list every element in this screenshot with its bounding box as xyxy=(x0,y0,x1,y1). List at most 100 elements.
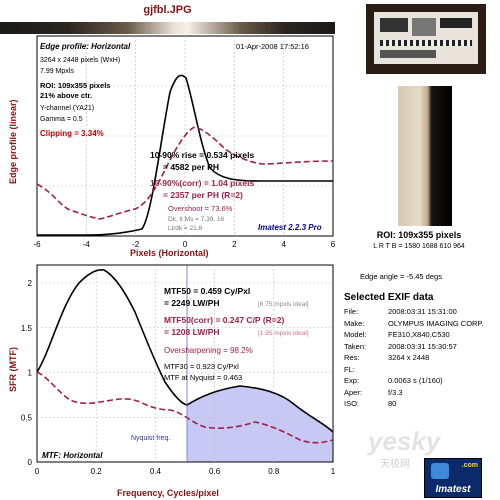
edge-profile-xticks: -6 -4 -2 0 2 4 6 xyxy=(33,240,335,249)
mtf50-corr-lwph-text: = 1208 LW/PH xyxy=(164,327,220,337)
exif-row: File: 2008:03:31 15:31:00 xyxy=(344,306,494,318)
exif-value: f/3.3 xyxy=(388,387,403,397)
edge-angle-label: Edge angle = -5.45 degs xyxy=(360,272,442,281)
exif-key: ISO: xyxy=(344,399,360,408)
exif-key: File: xyxy=(344,307,359,316)
yesky-watermark: yesky xyxy=(368,426,441,456)
edge-profile-curve xyxy=(37,74,333,236)
mtf50-ideal-text: [6.75 mpxls ideal] xyxy=(258,301,309,308)
logo-domain: .com xyxy=(461,462,478,469)
ytick-label: 1 xyxy=(28,369,33,378)
exif-key: FL: xyxy=(344,364,355,374)
mtf-heading: MTF: Horizontal xyxy=(42,451,103,460)
overshoot-text: Overshoot = 73.6% xyxy=(168,204,233,213)
mtf-plot: MTF50 = 0.459 Cy/Pxl = 2249 LW/PH [6.75 … xyxy=(8,264,336,498)
exif-key: Make: xyxy=(344,318,365,328)
nyquist-region-fill xyxy=(187,386,333,462)
mtf-xlabel: Frequency, Cycles/pixel xyxy=(117,488,219,498)
mtf-nyquist-text: MTF at Nyquist = 0.463 xyxy=(164,373,242,382)
exif-row: Res: 3264 x 2448 xyxy=(344,352,494,364)
edge-profile-heading: Edge profile: Horizontal xyxy=(40,42,131,51)
xtick-label: 0.6 xyxy=(209,467,221,476)
exif-key: Res: xyxy=(344,353,360,362)
exif-row: Make: OLYMPUS IMAGING CORP. xyxy=(344,318,494,330)
exif-value: 0.0063 s (1/160) xyxy=(388,376,443,385)
xtick-label: 0 xyxy=(35,467,40,476)
imatest-logo: .com Imatest xyxy=(424,458,482,498)
yesky-watermark-cn: 天极网 xyxy=(380,459,410,470)
exif-key: Exp: xyxy=(344,376,360,385)
mpxls-text: 7.99 Mpxls xyxy=(40,68,74,75)
exif-row: FL: xyxy=(344,364,494,376)
nyquist-label: Nyquist freq. xyxy=(131,435,170,442)
window-title: gjfbl.JPG xyxy=(143,4,192,16)
mtf50-corr-text: MTF50(corr) = 0.247 C/P (R=2) xyxy=(164,315,284,325)
imatest-version-text: Imatest 2.2.3 Pro xyxy=(258,223,322,232)
mtf-ylabel: SFR (MTF) xyxy=(8,347,18,392)
xtick-label: -4 xyxy=(83,240,91,249)
roi-position-text: 21% above ctr. xyxy=(40,91,92,100)
oversharpening-text: Oversharpening = 98.2% xyxy=(164,346,253,355)
exif-value: 2008:03:31 15:30:57 xyxy=(388,341,457,351)
xtick-label: 6 xyxy=(331,240,336,249)
logo-flag-icon xyxy=(431,463,449,479)
xtick-label: 0.8 xyxy=(268,467,280,476)
mtf-curve xyxy=(36,269,334,433)
exif-value: OLYMPUS IMAGING CORP. xyxy=(388,318,484,328)
chart-thumbnail xyxy=(366,4,486,74)
exif-row: Model: FE310,X840,C530 xyxy=(344,329,494,341)
rise-text: 10-90% rise = 0.534 pixels xyxy=(150,150,254,160)
exif-value: 80 xyxy=(388,399,397,408)
exif-value: 3264 x 2448 xyxy=(388,353,430,362)
mtf50-lwph-text: = 2249 LW/PH xyxy=(164,298,220,308)
mtf50-corr-ideal-text: [1.95 mpxls ideal] xyxy=(258,330,309,337)
exif-row: Taken: 2008:03:31 15:30:57 xyxy=(344,341,494,353)
exif-title: Selected EXIF data xyxy=(344,292,434,303)
exif-row: ISO: 80 xyxy=(344,398,494,410)
channel-text: Y-channel (YA21) xyxy=(40,105,94,112)
dk-text: Dk, lt Ms = 7.39, 16 xyxy=(168,216,225,223)
mtf-corrected-curve xyxy=(36,371,334,444)
roi-thumbnail xyxy=(398,86,452,226)
edge-profile-plot: Edge profile: Horizontal 01-Apr-2008 17:… xyxy=(8,35,336,258)
xtick-label: -6 xyxy=(33,240,41,249)
logo-text: Imatest xyxy=(435,484,471,495)
exif-value: 2008:03:31 15:31:00 xyxy=(388,307,457,316)
ytick-label: 0.5 xyxy=(21,413,33,422)
xtick-label: 2 xyxy=(232,240,237,249)
roi-side-label: ROI: 109x355 pixels xyxy=(376,230,462,240)
exif-key: Model: xyxy=(344,330,367,339)
exif-row: Aper: f/3.3 xyxy=(344,387,494,399)
edge-profile-xlabel: Pixels (Horizontal) xyxy=(130,248,209,258)
clipping-text: Clipping = 3.34% xyxy=(40,129,104,138)
exif-value: FE310,X840,C530 xyxy=(388,330,450,339)
corr-rise-text: 10-90%(corr) = 1.04 pixels xyxy=(150,178,254,188)
mtf-frame xyxy=(36,264,334,463)
xtick-label: -2 xyxy=(132,240,140,249)
exif-key: Aper: xyxy=(344,387,362,397)
corr-per-ph-text: = 2357 per PH (R=2) xyxy=(163,190,243,200)
roi-text: ROI: 109x355 pixels xyxy=(40,81,110,90)
edge-profile-ylabel: Edge profile (linear) xyxy=(8,99,18,184)
roi-lrtb-label: L R T B = 1580 1688 610 964 xyxy=(373,243,465,250)
image-size-text: 3264 x 2448 pixels (WxH) xyxy=(40,57,120,64)
edge-profile-date: 01-Apr-2008 17:52:16 xyxy=(236,42,309,51)
edge-profile-corrected-curve xyxy=(36,126,334,220)
ytick-label: 0 xyxy=(28,458,33,467)
rise-per-ph-text: = 4582 per PH xyxy=(163,162,219,172)
xtick-label: 0.2 xyxy=(91,467,103,476)
ytick-label: 1.5 xyxy=(21,324,33,333)
ltdk-text: Lt/dk = 21.8 xyxy=(168,225,203,232)
gamma-text: Gamma = 0.5 xyxy=(40,116,83,123)
mtf-grid xyxy=(37,265,333,462)
mtf50-text: MTF50 = 0.459 Cy/Pxl xyxy=(164,286,250,296)
exif-key: Taken: xyxy=(344,341,367,351)
mtf-yticks: 0 0.5 1 1.5 2 xyxy=(21,279,33,467)
xtick-label: 0.4 xyxy=(150,467,162,476)
xtick-label: 1 xyxy=(331,467,336,476)
edge-gradient-strip xyxy=(0,22,335,34)
mtf30-text: MTF30 = 0.923 Cy/Pxl xyxy=(164,362,239,371)
exif-list: File: 2008:03:31 15:31:00 Make: OLYMPUS IMA… xyxy=(344,306,494,410)
xtick-label: 4 xyxy=(281,240,286,249)
mtf-xticks: 0 0.2 0.4 0.6 0.8 1 xyxy=(35,467,336,476)
